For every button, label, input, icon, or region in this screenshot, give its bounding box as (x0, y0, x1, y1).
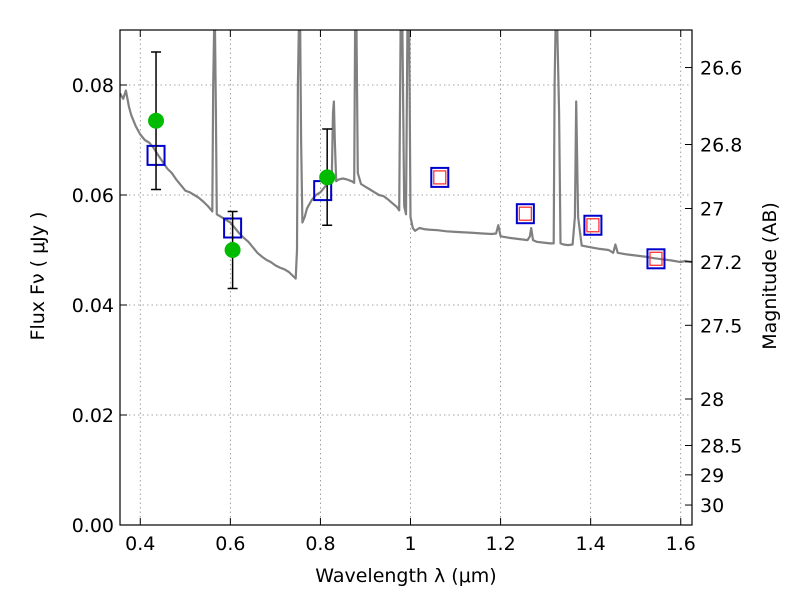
plot-frame (119, 29, 693, 526)
mag-tick-label: 29 (700, 465, 724, 487)
model-box (430, 166, 450, 188)
y-tick-label: 0.04 (72, 295, 114, 317)
mag-tick-label: 28 (700, 389, 724, 411)
model-box-inner (433, 170, 447, 185)
y-axis-label: Flux Fν ( μJy ) (27, 212, 49, 341)
spectrum-line (120, 30, 692, 280)
observed-point (224, 242, 241, 258)
x-tick-label: 0.4 (125, 533, 155, 555)
mag-tick-label: 27.5 (700, 315, 742, 337)
ticks-layer: 0.4 0.6 0.8 1 1.2 1.4 1.6 0.00 0.02 0.04 0.06 0.08 2… (72, 30, 742, 555)
x-tick-label: 1.6 (666, 533, 696, 555)
mag-tick-label: 26.6 (700, 58, 742, 80)
observed-point (319, 169, 336, 186)
points-layer (146, 51, 666, 290)
y2-axis-label: Magnitude (AB) (759, 202, 781, 350)
mag-tick-label: 27 (700, 199, 724, 221)
x-axis-label: Wavelength λ (μm) (315, 565, 496, 587)
model-box (646, 248, 666, 270)
mag-tick-label: 28.5 (700, 436, 742, 458)
x-tick-label: 1 (404, 533, 416, 555)
model-box (583, 214, 603, 236)
mag-tick-label: 26.8 (700, 134, 742, 156)
y-tick-label: 0.00 (72, 515, 114, 537)
x-tick-label: 1.2 (485, 533, 515, 555)
x-tick-label: 0.6 (215, 533, 245, 555)
mag-tick-label: 27.2 (700, 252, 742, 274)
y-tick-label: 0.02 (72, 405, 114, 427)
model-box-inner (649, 251, 663, 266)
mag-tick-label: 30 (700, 495, 724, 517)
x-tick-label: 0.8 (305, 533, 335, 555)
model-box (515, 203, 535, 225)
model-box-inner (518, 206, 533, 221)
x-tick-label: 1.4 (576, 533, 606, 555)
y-tick-label: 0.06 (72, 185, 114, 207)
observed-point (148, 112, 165, 129)
y-tick-label: 0.08 (72, 75, 114, 97)
model-box-inner (586, 218, 600, 233)
spectrum-layer (120, 30, 692, 280)
